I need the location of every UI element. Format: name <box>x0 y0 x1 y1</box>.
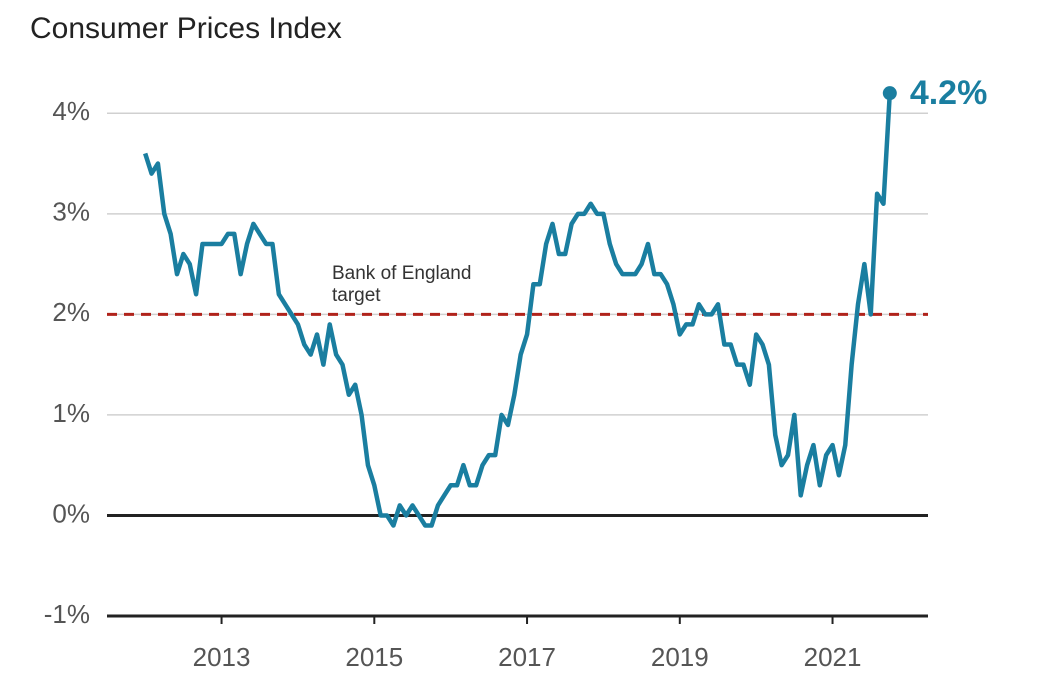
x-tick-label: 2015 <box>345 642 403 672</box>
y-tick-label: 2% <box>52 297 90 327</box>
end-point <box>882 86 897 101</box>
target-label: target <box>332 285 381 306</box>
x-tick-label: 2019 <box>651 642 709 672</box>
x-tick-label: 2021 <box>804 642 862 672</box>
y-tick-label: 0% <box>52 498 90 528</box>
y-tick-label: 1% <box>52 398 90 428</box>
y-tick-label: -1% <box>44 599 90 629</box>
y-tick-label: 3% <box>52 197 90 227</box>
x-tick-label: 2013 <box>193 642 251 672</box>
value-label: 4.2% <box>910 74 988 112</box>
target-label: Bank of England <box>332 263 471 284</box>
y-tick-label: 4% <box>52 96 90 126</box>
cpi-line <box>143 93 893 528</box>
chart-title: Consumer Prices Index <box>30 12 342 45</box>
x-tick-label: 2017 <box>498 642 556 672</box>
